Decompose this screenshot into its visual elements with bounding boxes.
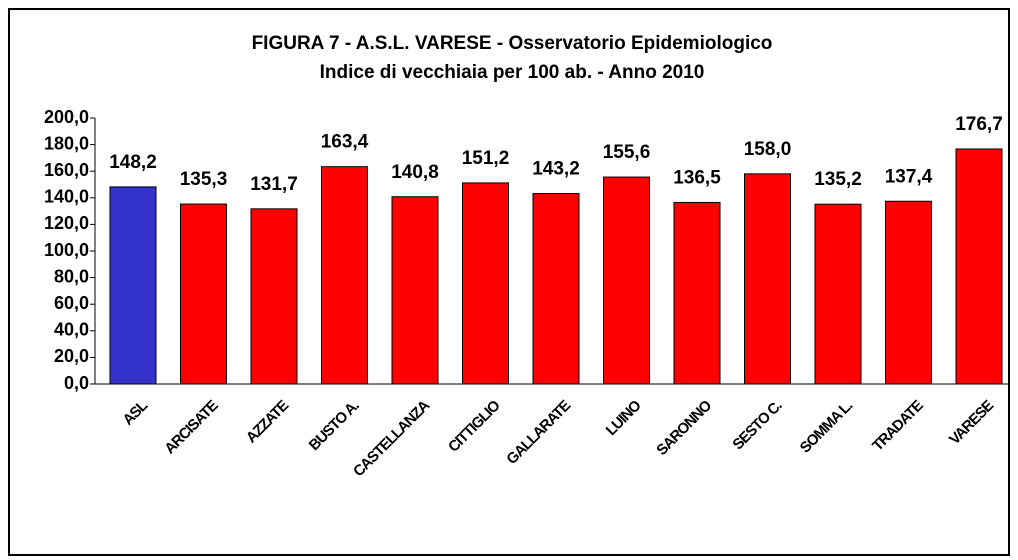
- bar: [744, 173, 791, 385]
- bar: [109, 186, 157, 385]
- data-label: 135,3: [180, 169, 228, 190]
- data-label: 158,0: [744, 139, 792, 160]
- data-label: 136,5: [673, 167, 721, 188]
- y-tick-label: 100,0: [44, 240, 89, 260]
- y-tick-label: 180,0: [44, 133, 89, 153]
- data-label: 137,4: [885, 166, 933, 187]
- data-label: 176,7: [955, 114, 1003, 135]
- y-tick-label: 60,0: [54, 293, 89, 313]
- bar: [814, 203, 862, 385]
- bar: [391, 196, 439, 385]
- chart-title: FIGURA 7 - A.S.L. VARESE - Osservatorio …: [252, 33, 773, 54]
- data-label: 131,7: [250, 174, 298, 195]
- bar: [955, 148, 1003, 385]
- data-label: 148,2: [109, 152, 157, 173]
- bar: [321, 166, 368, 385]
- y-tick-label: 0,0: [64, 373, 89, 393]
- y-tick-label: 200,0: [44, 107, 89, 127]
- y-tick-label: 40,0: [54, 320, 89, 340]
- data-label: 143,2: [532, 159, 580, 180]
- bar: [180, 203, 227, 385]
- bar: [885, 200, 932, 385]
- bar: [250, 208, 298, 385]
- bar: [603, 176, 650, 385]
- bar: [462, 182, 509, 385]
- bar: [532, 193, 580, 385]
- y-tick-label: 20,0: [54, 346, 89, 366]
- y-tick-label: 80,0: [54, 266, 89, 286]
- y-tick-label: 160,0: [44, 160, 89, 180]
- bar: [673, 201, 721, 385]
- data-label: 135,2: [814, 169, 862, 190]
- data-label: 155,6: [603, 142, 651, 163]
- data-label: 151,2: [462, 148, 510, 169]
- data-label: 163,4: [321, 132, 369, 153]
- data-label: 140,8: [391, 162, 439, 183]
- y-tick-label: 140,0: [44, 187, 89, 207]
- y-tick-label: 120,0: [44, 213, 89, 233]
- chart-subtitle: Indice di vecchiaia per 100 ab. - Anno 2…: [320, 62, 705, 83]
